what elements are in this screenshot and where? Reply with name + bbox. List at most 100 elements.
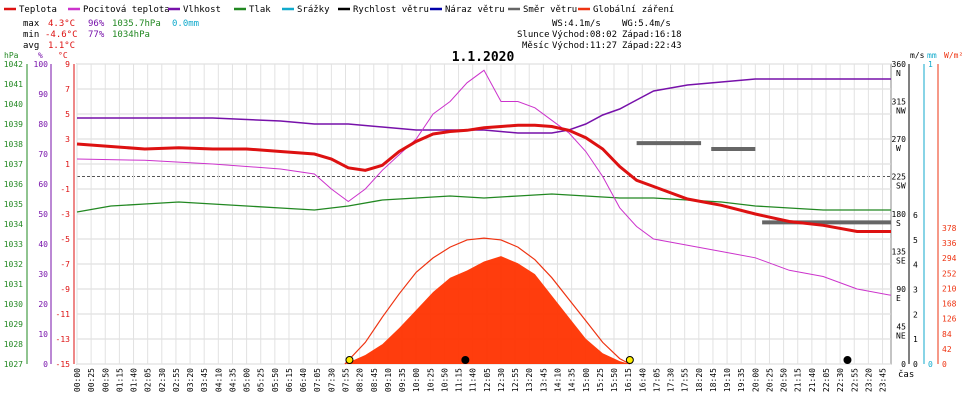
- left-tick-temperature: -11: [56, 310, 71, 319]
- right-tick-rain: 0: [928, 360, 933, 369]
- left-axis-unit: hPa: [4, 51, 19, 60]
- stat-min-hum: 77%: [88, 30, 105, 40]
- x-tick-label: 22:55: [850, 368, 859, 392]
- wind-wg: WG:5.4m/s: [622, 19, 671, 29]
- x-tick-label: 19:10: [723, 368, 732, 392]
- x-tick-label: 15:00: [582, 368, 591, 392]
- x-tick-label: 20:25: [765, 368, 774, 392]
- stat-min-temp: -4.6°C: [45, 30, 78, 40]
- x-tick-label: 11:15: [455, 368, 464, 392]
- legend-label: Pocitová teplota: [83, 5, 170, 15]
- right-tick-direction-name: NW: [896, 107, 906, 116]
- x-tick-label: 15:25: [596, 368, 605, 392]
- stat-max-press: 1035.7hPa: [112, 19, 161, 29]
- x-tick-label: 02:05: [144, 368, 153, 392]
- x-tick-label: 05:00: [243, 368, 252, 392]
- right-tick-radiation: 42: [942, 345, 952, 354]
- stat-max-temp: 4.3°C: [48, 19, 75, 29]
- right-tick-direction-name: S: [896, 219, 901, 228]
- x-tick-label: 03:45: [200, 368, 209, 392]
- moon-marker: [843, 356, 852, 364]
- right-tick-wind: 2: [913, 310, 918, 319]
- x-tick-label: 22:30: [836, 368, 845, 392]
- right-tick-direction-name: N: [896, 69, 901, 78]
- stat-avg-label: avg: [23, 41, 39, 51]
- x-tick-label: 13:45: [539, 368, 548, 392]
- right-tick-direction: 270: [892, 135, 907, 144]
- temperature-line: [76, 123, 891, 233]
- left-tick-pressure: 1027: [4, 360, 23, 369]
- x-tick-label: 10:00: [412, 368, 421, 392]
- right-tick-direction-name: SW: [896, 182, 906, 191]
- x-tick-label: 08:45: [370, 368, 379, 392]
- x-tick-label: 16:15: [624, 368, 633, 392]
- left-tick-humidity: 80: [38, 120, 48, 129]
- legend-label: Náraz větru: [445, 5, 505, 15]
- legend-label: Vlhkost: [183, 5, 221, 15]
- right-tick-direction-name: E: [896, 294, 901, 303]
- left-tick-temperature: 5: [65, 110, 70, 119]
- left-tick-pressure: 1028: [4, 340, 23, 349]
- left-tick-temperature: -9: [60, 285, 70, 294]
- left-tick-temperature: 7: [65, 85, 70, 94]
- x-tick-label: 12:30: [497, 368, 506, 392]
- legend-label: Srážky: [297, 5, 330, 15]
- right-tick-radiation: 252: [942, 269, 957, 278]
- left-tick-temperature: -13: [56, 335, 71, 344]
- right-axis-unit: mm: [927, 51, 937, 60]
- x-tick-label: 11:40: [469, 368, 478, 392]
- sun-rise: Východ:08:02: [552, 30, 617, 40]
- right-axis-unit: W/m²: [944, 51, 963, 60]
- x-tick-label: 18:45: [709, 368, 718, 392]
- x-axis-label: čas: [898, 369, 914, 380]
- left-tick-pressure: 1034: [4, 220, 23, 229]
- left-tick-pressure: 1036: [4, 180, 23, 189]
- right-tick-radiation: 84: [942, 330, 952, 339]
- moon-set: Západ:22:43: [622, 41, 682, 51]
- legend-label: Rychlost větru: [353, 5, 429, 15]
- x-tick-label: 10:25: [426, 368, 435, 392]
- moon-label: Měsíc: [522, 41, 549, 51]
- left-tick-pressure: 1042: [4, 60, 23, 69]
- x-tick-label: 00:00: [73, 368, 82, 392]
- right-axis-unit: m/s: [910, 51, 925, 60]
- left-tick-temperature: -5: [60, 235, 70, 244]
- left-tick-pressure: 1033: [4, 240, 23, 249]
- right-tick-direction: 135: [892, 248, 907, 257]
- right-tick-direction: 0: [901, 360, 906, 369]
- left-tick-pressure: 1032: [4, 260, 23, 269]
- right-tick-radiation: 0: [942, 360, 947, 369]
- x-tick-label: 12:05: [483, 368, 492, 392]
- left-tick-pressure: 1039: [4, 120, 23, 129]
- left-tick-humidity: 60: [38, 180, 48, 189]
- right-tick-wind: 6: [913, 211, 918, 220]
- humidity-line: [77, 78, 891, 134]
- right-tick-wind: 4: [913, 261, 918, 270]
- x-tick-label: 06:40: [299, 368, 308, 392]
- legend-label: Směr větru: [523, 5, 577, 15]
- stat-min-press: 1034hPa: [112, 30, 150, 40]
- stat-max-hum: 96%: [88, 19, 105, 29]
- moon-marker: [461, 356, 470, 364]
- left-tick-humidity: 30: [38, 270, 48, 279]
- x-tick-label: 14:35: [568, 368, 577, 392]
- right-tick-radiation: 336: [942, 239, 957, 248]
- wind-ws: WS:4.1m/s: [552, 19, 601, 29]
- moon-rise: Východ:11:27: [552, 41, 617, 51]
- left-axis-unit: °C: [58, 51, 68, 60]
- left-tick-humidity: 40: [38, 240, 48, 249]
- left-tick-humidity: 70: [38, 150, 48, 159]
- x-tick-label: 09:35: [398, 368, 407, 392]
- stat-max-rain: 0.0mm: [172, 19, 199, 29]
- x-tick-label: 16:40: [638, 368, 647, 392]
- left-tick-pressure: 1037: [4, 160, 23, 169]
- x-tick-label: 07:05: [313, 368, 322, 392]
- left-tick-pressure: 1038: [4, 140, 23, 149]
- x-tick-label: 23:45: [879, 368, 888, 392]
- x-tick-label: 18:20: [695, 368, 704, 392]
- chart-title: 1.1.2020: [452, 50, 515, 65]
- x-tick-label: 23:20: [864, 368, 873, 392]
- right-tick-direction: 225: [892, 173, 907, 182]
- pressure-line: [76, 193, 891, 213]
